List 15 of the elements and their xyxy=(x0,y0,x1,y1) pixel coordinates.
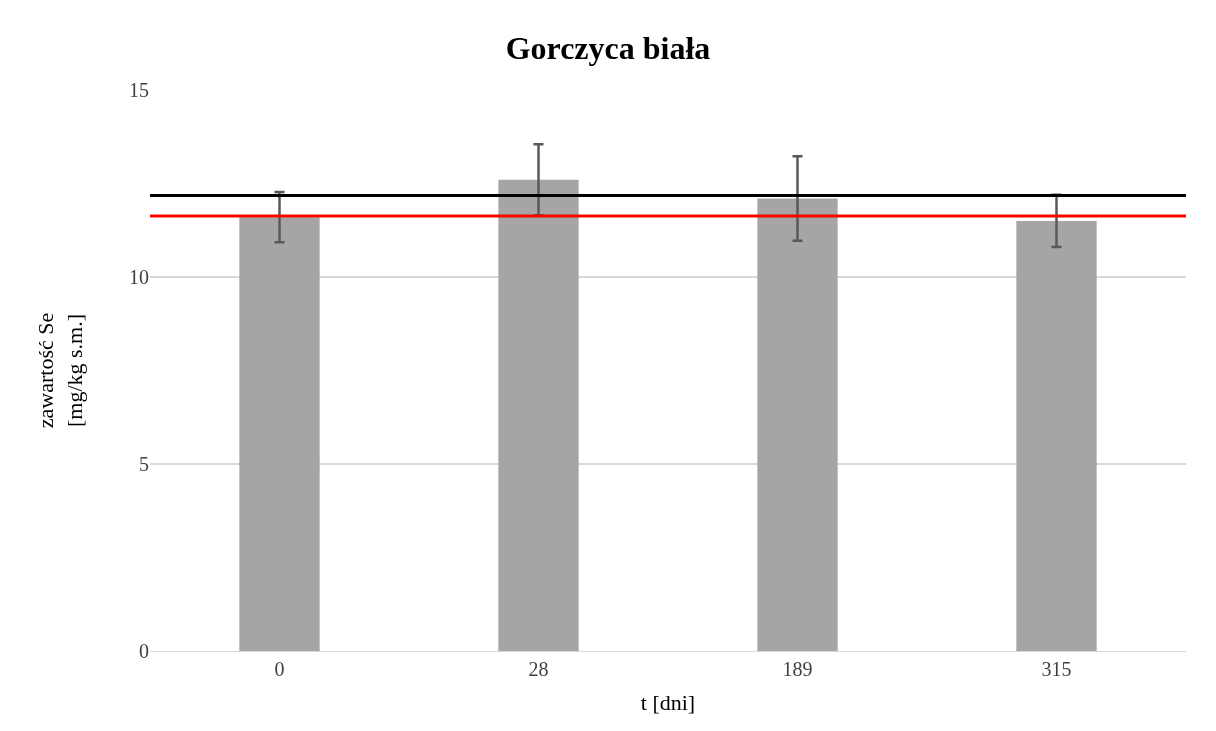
x-tick-label: 315 xyxy=(1041,658,1072,680)
y-tick-label: 0 xyxy=(139,640,149,662)
x-tick-label: 0 xyxy=(274,658,285,680)
y-tick-label: 5 xyxy=(139,453,149,475)
chart-title: Gorczyca biała xyxy=(505,29,711,66)
y-tick-label: 10 xyxy=(129,266,149,288)
x-tick-label: 189 xyxy=(782,658,813,680)
y-axis-title: zawartość Se [mg/kg s.m.] xyxy=(33,312,87,429)
x-axis-title: t [dni] xyxy=(640,689,696,715)
bar xyxy=(1016,220,1097,651)
bar xyxy=(239,217,320,651)
y-tick-label: 15 xyxy=(129,79,149,101)
bar xyxy=(498,179,579,651)
x-tick-label: 28 xyxy=(528,658,549,680)
bar xyxy=(757,198,838,651)
